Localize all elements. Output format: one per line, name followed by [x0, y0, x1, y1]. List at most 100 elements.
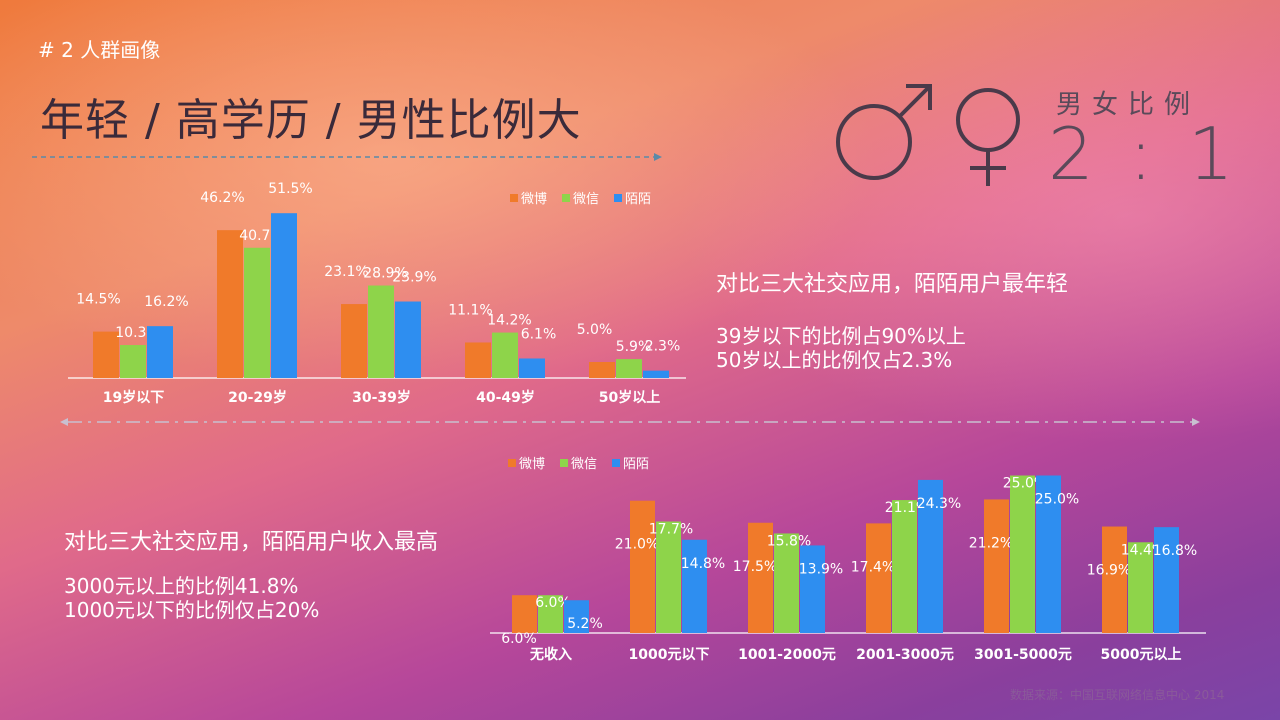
- data-label-5-2: 16.8%: [1153, 543, 1197, 559]
- gender-ratio-label: 男女比例: [1056, 90, 1201, 120]
- legend-label-1: 微信: [571, 457, 597, 472]
- legend-label-2: 陌陌: [623, 457, 649, 472]
- data-label-0-2: 16.2%: [144, 294, 188, 310]
- bar-2-0: [748, 522, 773, 633]
- data-label-2-2: 23.9%: [392, 270, 436, 286]
- data-label-1-0: 46.2%: [200, 190, 244, 206]
- legend-label-0: 微博: [521, 192, 547, 207]
- data-label-1-2: 14.8%: [681, 556, 725, 572]
- legend-label-1: 微信: [573, 192, 599, 207]
- bar-4-2: [643, 370, 669, 378]
- bar-4-0: [589, 362, 615, 378]
- bar-3-2: [519, 358, 545, 378]
- bar-3-0: [866, 523, 891, 633]
- bar-1-0: [630, 500, 655, 633]
- bar-1-2: [682, 539, 707, 633]
- bar-2-2: [395, 301, 421, 378]
- data-label-2-2: 13.9%: [799, 561, 843, 577]
- data-label-4-0: 21.2%: [969, 535, 1013, 551]
- title-divider: [32, 153, 662, 161]
- bar-2-1: [368, 285, 394, 378]
- bar-1-0: [217, 230, 243, 378]
- data-label-4-0: 5.0%: [577, 322, 613, 338]
- income-insight-headline: 对比三大社交应用，陌陌用户收入最高: [64, 530, 439, 555]
- income-insight-line2: 1000元以下的比例仅占20%: [64, 598, 320, 622]
- bar-4-0: [984, 499, 1009, 633]
- age-insight-headline: 对比三大社交应用，陌陌用户最年轻: [716, 272, 1069, 297]
- bar-5-0: [1102, 526, 1127, 633]
- bar-0-0: [93, 331, 119, 378]
- data-label-2-0: 17.5%: [733, 559, 777, 575]
- legend-swatch-1: [560, 459, 568, 467]
- data-source: 数据来源：中国互联网络信息中心 2014: [1010, 688, 1225, 702]
- x-tick-label-5: 5000元以上: [1101, 647, 1182, 663]
- data-label-3-0: 11.1%: [448, 302, 492, 318]
- gender-icons: [836, 84, 1020, 186]
- data-label-2-1: 28.9%: [363, 266, 407, 282]
- bar-1-1: [656, 521, 681, 633]
- data-label-2-0: 23.1%: [324, 264, 368, 280]
- bar-0-2: [564, 600, 589, 633]
- x-tick-label-4: 50岁以上: [599, 389, 660, 406]
- bar-2-2: [800, 545, 825, 633]
- data-label-0-0: 6.0%: [501, 631, 537, 647]
- legend-swatch-1: [562, 194, 570, 202]
- page-title: 年轻 / 高学历 / 男性比例大: [40, 95, 582, 146]
- data-label-0-2: 5.2%: [567, 616, 603, 632]
- x-tick-label-3: 2001-3000元: [856, 647, 954, 663]
- data-label-5-0: 16.9%: [1087, 563, 1131, 579]
- bar-0-1: [538, 595, 563, 633]
- legend-swatch-0: [510, 194, 518, 202]
- data-label-1-2: 51.5%: [268, 181, 312, 197]
- x-tick-label-4: 3001-5000元: [974, 647, 1072, 663]
- age-insight-line2: 50岁以上的比例仅占2.3%: [716, 348, 953, 372]
- bar-3-0: [465, 342, 491, 378]
- section-divider: [60, 418, 1200, 426]
- bar-3-1: [892, 500, 917, 633]
- female-icon: [956, 88, 1020, 186]
- data-label-3-2: 24.3%: [917, 496, 961, 512]
- data-label-3-2: 6.1%: [521, 326, 557, 342]
- bar-0-1: [120, 345, 146, 378]
- male-icon: [836, 84, 932, 180]
- age-insight-line1: 39岁以下的比例占90%以上: [716, 324, 966, 348]
- bar-5-1: [1128, 542, 1153, 633]
- x-tick-label-0: 19岁以下: [103, 389, 164, 406]
- section-tag: # 2 人群画像: [38, 38, 161, 62]
- data-label-4-1: 5.9%: [616, 339, 652, 355]
- data-label-1-1: 17.7%: [649, 521, 693, 537]
- legend-swatch-0: [508, 459, 516, 467]
- legend-swatch-2: [612, 459, 620, 467]
- data-label-1-0: 21.0%: [615, 537, 659, 553]
- x-tick-label-0: 无收入: [529, 646, 572, 663]
- x-tick-label-2: 1001-2000元: [738, 647, 836, 663]
- data-label-4-2: 2.3%: [645, 339, 681, 355]
- bar-3-2: [918, 479, 943, 633]
- data-label-4-2: 25.0%: [1035, 492, 1079, 508]
- bar-2-0: [341, 304, 367, 378]
- legend-label-2: 陌陌: [625, 192, 651, 207]
- bar-5-2: [1154, 527, 1179, 633]
- bar-0-2: [147, 326, 173, 378]
- bar-2-1: [774, 533, 799, 633]
- x-tick-label-1: 20-29岁: [228, 389, 287, 406]
- data-label-0-0: 14.5%: [76, 292, 120, 308]
- bar-4-1: [616, 359, 642, 378]
- bar-4-1: [1010, 475, 1035, 633]
- data-label-3-1: 14.2%: [487, 313, 531, 329]
- bar-3-1: [492, 332, 518, 378]
- bar-1-1: [244, 247, 270, 378]
- bar-0-0: [512, 595, 537, 633]
- data-label-3-0: 17.4%: [851, 559, 895, 575]
- x-tick-label-1: 1000元以下: [629, 647, 710, 663]
- legend-swatch-2: [614, 194, 622, 202]
- legend-label-0: 微博: [519, 457, 545, 472]
- gender-ratio-value: 2 : 1: [1048, 112, 1240, 196]
- income-insight-line1: 3000元以上的比例41.8%: [64, 574, 299, 598]
- bar-4-2: [1036, 475, 1061, 633]
- data-label-0-1: 6.0%: [535, 595, 571, 611]
- x-tick-label-3: 40-49岁: [476, 389, 535, 406]
- x-tick-label-2: 30-39岁: [352, 389, 411, 406]
